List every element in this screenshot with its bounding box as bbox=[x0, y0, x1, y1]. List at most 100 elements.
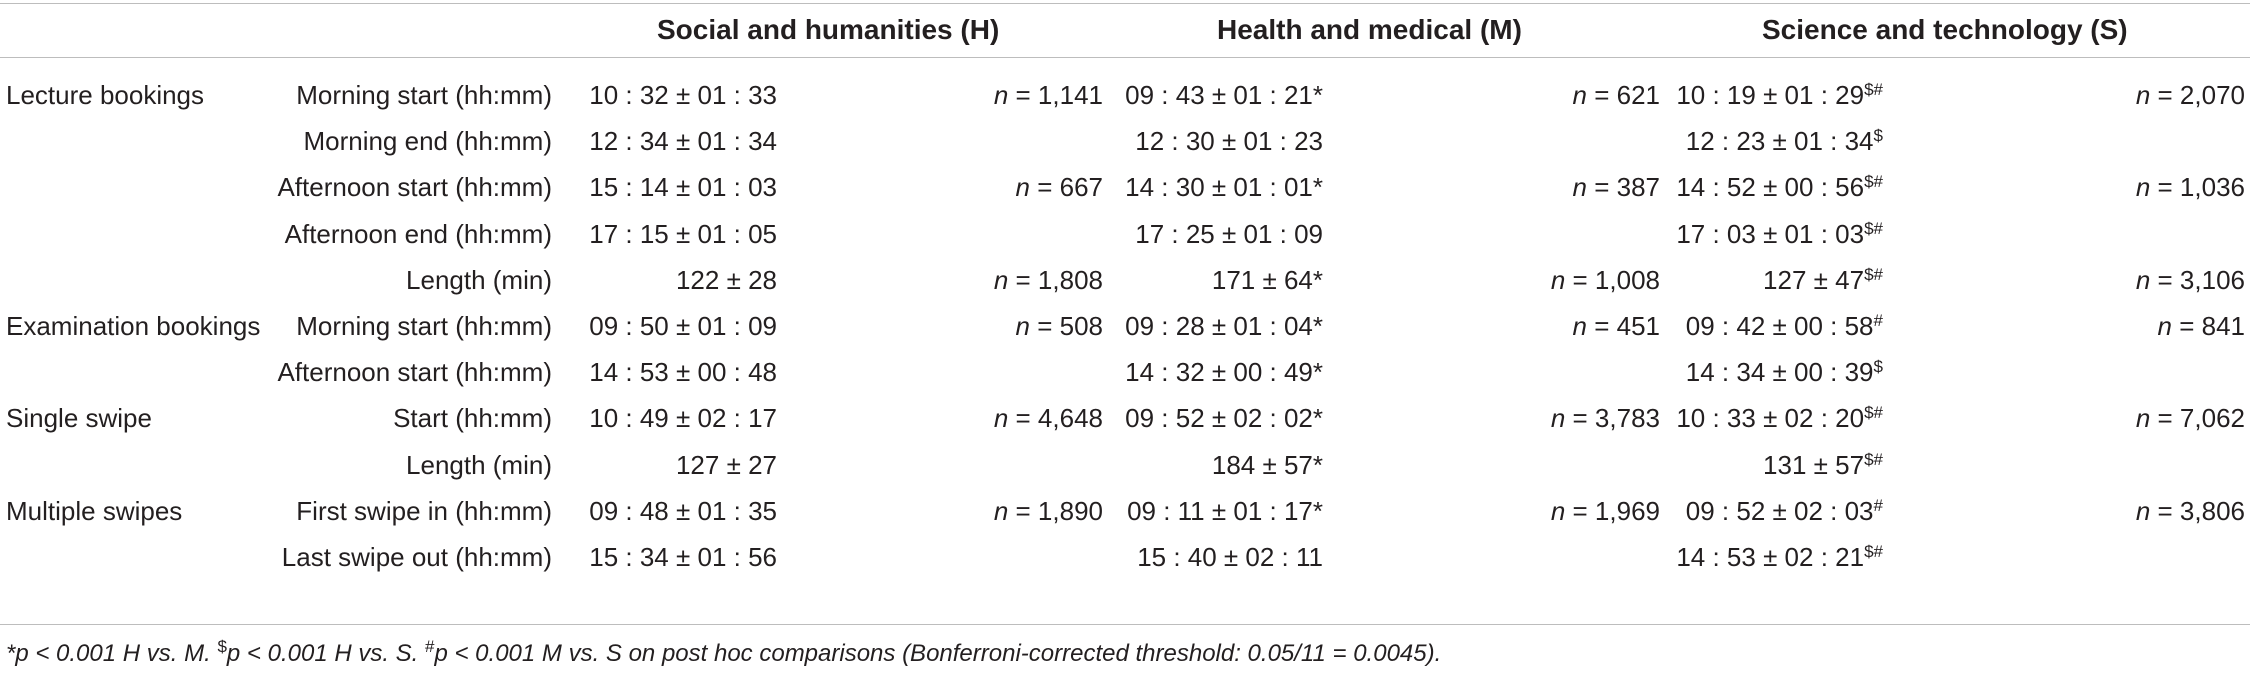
count-value: 1,036 bbox=[2179, 172, 2245, 203]
cell-h-value: 127 ± 27 bbox=[675, 449, 777, 480]
cell-s-value: 14 : 34 ± 00 : 39$ bbox=[1686, 356, 1883, 388]
cell-s-value: 09 : 42 ± 00 : 58# bbox=[1686, 310, 1883, 342]
row-label: Afternoon start (hh:mm) bbox=[277, 357, 552, 388]
significance-marker: $# bbox=[1864, 172, 1883, 192]
column-header-s: Science and technology (S) bbox=[1762, 14, 2128, 45]
significance-marker: $# bbox=[1864, 80, 1883, 99]
cell-m-count: n = 387 bbox=[1572, 172, 1661, 203]
cell-s-value: 17 : 03 ± 01 : 03$# bbox=[1676, 218, 1883, 250]
footnote-part-2: p < 0.001 H vs. S. bbox=[226, 640, 426, 667]
cell-h-count: n = 667 bbox=[1015, 172, 1104, 203]
header-rule bbox=[0, 57, 2250, 58]
cell-h-value: 10 : 49 ± 02 : 17 bbox=[589, 403, 777, 434]
cell-s-text: 12 : 23 ± 01 : 34 bbox=[1685, 126, 1874, 157]
cell-h-value: 15 : 14 ± 01 : 03 bbox=[589, 172, 777, 203]
cell-s-text: 131 ± 57 bbox=[1763, 449, 1865, 480]
row-label: First swipe in (hh:mm) bbox=[296, 495, 552, 526]
cell-m-value: 14 : 30 ± 01 : 01* bbox=[1125, 172, 1323, 203]
cell-s-text: 14 : 53 ± 02 : 21 bbox=[1676, 542, 1865, 572]
count-value: 1,808 bbox=[1037, 264, 1103, 295]
cell-m-count: n = 451 bbox=[1572, 311, 1661, 341]
cell-m-value: 09 : 43 ± 01 : 21* bbox=[1125, 80, 1323, 110]
cell-m-value: 09 : 28 ± 01 : 04* bbox=[1125, 311, 1323, 341]
significance-marker: $ bbox=[1873, 126, 1883, 146]
significance-marker: $# bbox=[1864, 264, 1883, 284]
row-label: Last swipe out (hh:mm) bbox=[281, 542, 552, 572]
cell-s-value: 10 : 33 ± 02 : 20$# bbox=[1676, 402, 1883, 434]
significance-marker: # bbox=[1873, 311, 1883, 330]
cell-s-text: 17 : 03 ± 01 : 03 bbox=[1676, 218, 1865, 249]
cell-s-text: 14 : 52 ± 00 : 56 bbox=[1676, 172, 1865, 203]
cell-s-value: 12 : 23 ± 01 : 34$ bbox=[1686, 125, 1883, 157]
cell-h-count: n = 508 bbox=[1015, 311, 1104, 341]
row-label: Morning start (hh:mm) bbox=[296, 311, 552, 341]
row-label: Length (min) bbox=[406, 264, 552, 295]
significance-marker: $ bbox=[1873, 357, 1883, 377]
footnote-part-1: *p < 0.001 H vs. M. bbox=[6, 640, 218, 667]
count-value: 1,890 bbox=[1037, 495, 1103, 526]
count-value: 3,783 bbox=[1594, 403, 1660, 434]
top-rule bbox=[0, 3, 2250, 4]
cell-s-count: n = 841 bbox=[2157, 311, 2246, 341]
cell-s-text: 10 : 33 ± 02 : 20 bbox=[1676, 403, 1865, 434]
significance-marker: $# bbox=[1864, 542, 1883, 561]
footnote-sup-1: $ bbox=[217, 637, 227, 656]
row-label: Morning end (hh:mm) bbox=[303, 126, 552, 157]
footnote-part-3: p < 0.001 M vs. S on post hoc comparison… bbox=[434, 640, 1442, 667]
cell-m-value: 12 : 30 ± 01 : 23 bbox=[1135, 126, 1323, 157]
cell-h-count: n = 1,808 bbox=[993, 264, 1103, 295]
cell-s-value: 10 : 19 ± 01 : 29$# bbox=[1676, 79, 1883, 111]
count-value: 621 bbox=[1616, 80, 1660, 110]
row-label: Start (hh:mm) bbox=[393, 403, 552, 434]
cell-h-count: n = 1,890 bbox=[993, 495, 1103, 526]
column-header-m: Health and medical (M) bbox=[1217, 14, 1522, 45]
significance-marker: $# bbox=[1864, 218, 1883, 238]
row-group-label: Lecture bookings bbox=[6, 80, 205, 110]
cell-s-text: 09 : 52 ± 02 : 03 bbox=[1685, 495, 1874, 526]
column-header-h: Social and humanities (H) bbox=[657, 14, 1000, 45]
cell-m-count: n = 1,008 bbox=[1550, 264, 1660, 295]
count-value: 4,648 bbox=[1037, 403, 1103, 434]
count-value: 3,106 bbox=[2179, 264, 2245, 295]
cell-s-value: 14 : 53 ± 02 : 21$# bbox=[1676, 541, 1883, 573]
significance-marker: $# bbox=[1864, 403, 1883, 423]
cell-h-count: n = 1,141 bbox=[993, 80, 1103, 110]
cell-m-value: 14 : 32 ± 00 : 49* bbox=[1125, 357, 1323, 388]
cell-m-value: 09 : 52 ± 02 : 02* bbox=[1125, 403, 1323, 434]
cell-s-value: 131 ± 57$# bbox=[1763, 449, 1883, 481]
cell-s-count: n = 2,070 bbox=[2135, 80, 2245, 110]
cell-s-count: n = 1,036 bbox=[2135, 172, 2245, 203]
cell-h-value: 09 : 50 ± 01 : 09 bbox=[589, 311, 777, 341]
cell-s-count: n = 3,106 bbox=[2135, 264, 2245, 295]
count-value: 841 bbox=[2201, 311, 2245, 341]
count-value: 508 bbox=[1059, 311, 1103, 341]
row-label: Morning start (hh:mm) bbox=[296, 80, 552, 110]
cell-m-value: 17 : 25 ± 01 : 09 bbox=[1135, 218, 1323, 249]
cell-m-value: 15 : 40 ± 02 : 11 bbox=[1137, 542, 1323, 572]
row-label: Afternoon end (hh:mm) bbox=[284, 218, 552, 249]
bottom-rule bbox=[0, 624, 2250, 625]
cell-h-value: 09 : 48 ± 01 : 35 bbox=[589, 495, 777, 526]
row-label: Length (min) bbox=[406, 449, 552, 480]
significance-marker: $# bbox=[1864, 449, 1883, 469]
count-value: 667 bbox=[1059, 172, 1103, 203]
cell-m-count: n = 1,969 bbox=[1550, 495, 1660, 526]
cell-s-text: 127 ± 47 bbox=[1763, 264, 1865, 295]
count-value: 387 bbox=[1616, 172, 1660, 203]
cell-s-value: 14 : 52 ± 00 : 56$# bbox=[1676, 171, 1883, 203]
cell-s-count: n = 7,062 bbox=[2135, 403, 2245, 434]
cell-s-count: n = 3,806 bbox=[2135, 495, 2245, 526]
cell-h-value: 15 : 34 ± 01 : 56 bbox=[589, 542, 777, 572]
count-value: 2,070 bbox=[2179, 80, 2245, 110]
cell-h-count: n = 4,648 bbox=[993, 403, 1103, 434]
cell-m-value: 171 ± 64* bbox=[1211, 264, 1323, 295]
count-value: 7,062 bbox=[2179, 403, 2245, 434]
table-footnote: *p < 0.001 H vs. M. $p < 0.001 H vs. S. … bbox=[6, 638, 1441, 670]
significance-marker: # bbox=[1873, 495, 1883, 515]
footnote-sup-2: # bbox=[425, 637, 435, 656]
count-value: 1,969 bbox=[1594, 495, 1660, 526]
cell-h-value: 10 : 32 ± 01 : 33 bbox=[589, 80, 777, 110]
count-value: 1,008 bbox=[1594, 264, 1660, 295]
cell-s-value: 09 : 52 ± 02 : 03# bbox=[1686, 495, 1883, 527]
cell-m-count: n = 3,783 bbox=[1550, 403, 1660, 434]
